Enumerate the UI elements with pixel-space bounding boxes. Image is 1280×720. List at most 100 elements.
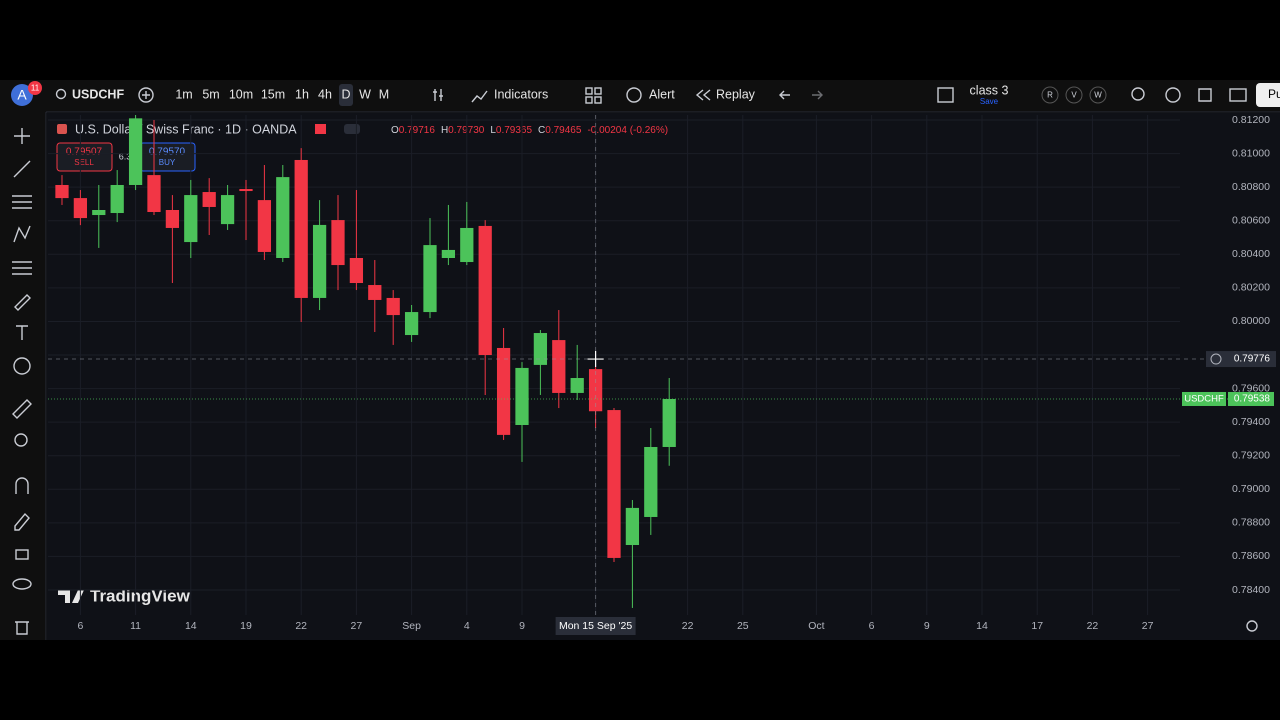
candle-body	[73, 198, 88, 219]
fullscreen-button[interactable]	[1198, 88, 1212, 102]
compare-button[interactable]	[138, 87, 154, 103]
account-label[interactable]: R	[1047, 91, 1053, 100]
x-tick-label: 9	[924, 620, 930, 632]
candle	[662, 378, 676, 466]
redo-button[interactable]	[812, 90, 823, 100]
alert-icon[interactable]	[626, 87, 642, 103]
interval-button[interactable]: D	[341, 87, 350, 101]
candle-body	[496, 347, 511, 435]
visibility-tool[interactable]	[12, 578, 32, 590]
y-tick-label: 0.81200	[1232, 114, 1270, 126]
candle	[460, 201, 474, 266]
templates-icon[interactable]	[585, 87, 593, 95]
candle	[165, 195, 180, 284]
account-label[interactable]: V	[1071, 91, 1077, 100]
candle	[55, 175, 69, 205]
fib-tool[interactable]	[12, 195, 32, 209]
candle-body	[276, 177, 290, 259]
indicators-icon[interactable]	[471, 90, 488, 103]
flag-icon[interactable]	[315, 124, 326, 134]
interval-button[interactable]: 4h	[318, 87, 332, 101]
x-tick-label: 27	[1142, 620, 1154, 632]
lock-tool[interactable]	[15, 549, 29, 560]
candle	[368, 260, 382, 333]
sell-label[interactable]: SELL	[74, 158, 94, 167]
snapshot-button[interactable]	[1229, 88, 1247, 102]
y-tick-label: 0.79200	[1232, 449, 1270, 461]
layout-button[interactable]	[937, 87, 954, 103]
lock-draw-tool[interactable]	[14, 512, 30, 531]
candle	[625, 500, 640, 608]
interval-button[interactable]: 1m	[175, 87, 192, 101]
avatar[interactable]	[11, 84, 33, 106]
interval-button[interactable]: 15m	[261, 87, 285, 101]
interval-button[interactable]: 10m	[229, 87, 253, 101]
candle	[423, 218, 437, 319]
projection-tool[interactable]	[12, 261, 32, 275]
x-tick-label: 6	[77, 620, 83, 632]
interval-button[interactable]: 1h	[295, 87, 309, 101]
trendline-tool[interactable]	[13, 160, 31, 178]
zoom-tool[interactable]	[14, 433, 28, 447]
candle	[239, 179, 253, 241]
candle-body	[202, 192, 216, 207]
indicators-button[interactable]: Indicators	[494, 87, 548, 101]
interval-button[interactable]: W	[359, 87, 371, 101]
drawing-tools[interactable]	[12, 128, 32, 635]
y-tick-label: 0.78800	[1232, 517, 1270, 529]
watermark-logo	[58, 590, 84, 603]
avatar-letter: A	[17, 87, 27, 103]
pattern-tool[interactable]	[13, 225, 31, 243]
ruler-tool[interactable]	[12, 399, 32, 419]
candle	[607, 408, 621, 562]
magnet-tool[interactable]	[15, 477, 29, 494]
text-tool[interactable]	[16, 325, 28, 340]
sell-button[interactable]	[56, 142, 113, 172]
layout-name[interactable]: class 3	[970, 83, 1009, 97]
interval-button[interactable]: 5m	[202, 87, 219, 101]
candle-body	[220, 195, 235, 225]
top-toolbar	[0, 80, 1280, 112]
quick-search[interactable]	[1131, 87, 1145, 101]
hide-button[interactable]	[344, 124, 360, 134]
candle	[331, 195, 345, 291]
publish-label[interactable]: Pu	[1268, 87, 1280, 101]
replay-icon[interactable]	[695, 89, 711, 101]
buy-price[interactable]: 0.79570	[149, 147, 186, 158]
sell-price[interactable]: 0.79507	[66, 147, 103, 158]
chart-type-button[interactable]	[433, 89, 443, 101]
axis-settings[interactable]	[1246, 620, 1258, 632]
add-alert-button[interactable]	[1210, 353, 1222, 365]
replay-button[interactable]: Replay	[716, 87, 756, 101]
search-icon[interactable]	[55, 88, 67, 100]
alert-button[interactable]: Alert	[649, 87, 675, 101]
crosshair-price-label: 0.79776	[1234, 354, 1271, 365]
crosshair-cursor	[587, 351, 604, 368]
candle	[644, 428, 658, 535]
trash-tool[interactable]	[15, 621, 29, 635]
candle-body	[625, 507, 640, 546]
templates-icon	[594, 96, 602, 104]
candle-body	[184, 195, 198, 243]
candle-body	[294, 159, 308, 298]
candle	[220, 184, 235, 230]
interval-button[interactable]: M	[379, 87, 389, 101]
symbol[interactable]: USDCHF	[72, 87, 124, 101]
emoji-tool[interactable]	[13, 357, 31, 375]
last-price-symbol-bg	[1182, 391, 1226, 406]
publish-button[interactable]	[1256, 83, 1280, 107]
crosshair-tool[interactable]	[14, 128, 30, 144]
last-price-label: 0.79538	[1234, 394, 1271, 405]
settings-button[interactable]	[1165, 87, 1181, 103]
y-tick-label: 0.79600	[1232, 382, 1270, 394]
ohlc-value: 0.79365	[496, 125, 533, 136]
candle	[496, 327, 511, 440]
brush-tool[interactable]	[14, 294, 31, 311]
candle	[312, 200, 327, 311]
buy-label[interactable]: BUY	[159, 158, 176, 167]
y-tick-label: 0.78600	[1232, 550, 1270, 562]
account-label[interactable]: W	[1094, 91, 1102, 100]
ohlc-key: H	[441, 125, 448, 136]
undo-button[interactable]	[779, 90, 790, 100]
